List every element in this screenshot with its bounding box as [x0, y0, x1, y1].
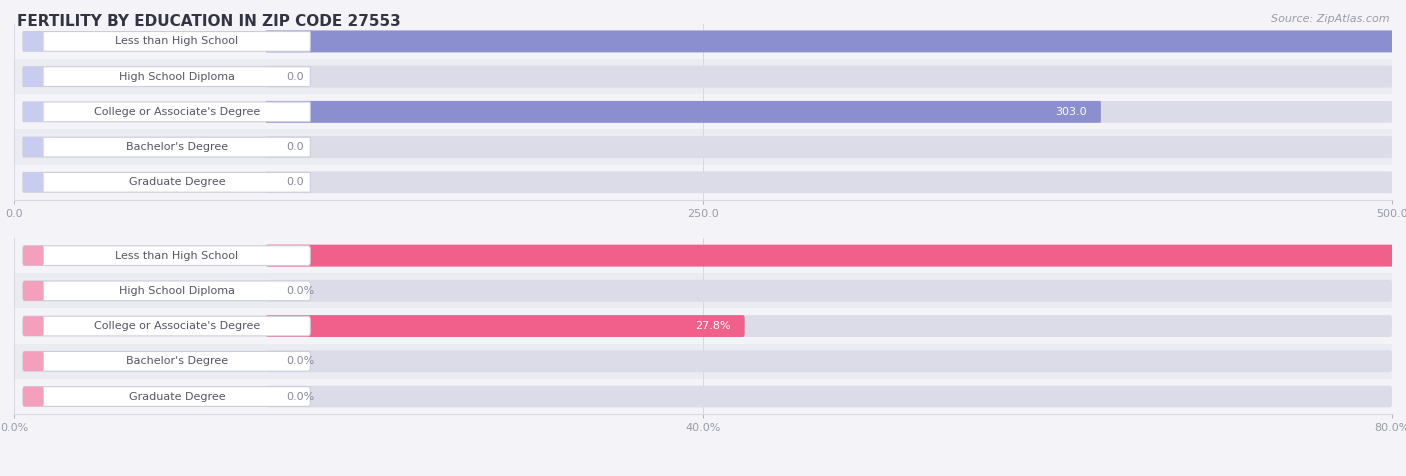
- Bar: [14, 238, 1392, 273]
- FancyBboxPatch shape: [22, 67, 44, 87]
- Bar: [14, 273, 1392, 308]
- FancyBboxPatch shape: [266, 30, 1392, 52]
- Text: FERTILITY BY EDUCATION IN ZIP CODE 27553: FERTILITY BY EDUCATION IN ZIP CODE 27553: [17, 14, 401, 30]
- Text: Less than High School: Less than High School: [115, 36, 239, 47]
- Text: 303.0: 303.0: [1056, 107, 1087, 117]
- Bar: [14, 308, 1392, 344]
- FancyBboxPatch shape: [266, 245, 1406, 267]
- FancyBboxPatch shape: [22, 316, 311, 336]
- FancyBboxPatch shape: [22, 281, 44, 301]
- Text: Bachelor's Degree: Bachelor's Degree: [127, 356, 228, 367]
- Bar: [14, 379, 1392, 414]
- Bar: [14, 344, 1392, 379]
- FancyBboxPatch shape: [266, 101, 1392, 123]
- Bar: [14, 24, 1392, 59]
- Text: 0.0%: 0.0%: [287, 356, 315, 367]
- FancyBboxPatch shape: [22, 351, 44, 371]
- Text: College or Associate's Degree: College or Associate's Degree: [94, 321, 260, 331]
- FancyBboxPatch shape: [22, 102, 44, 122]
- FancyBboxPatch shape: [22, 102, 311, 122]
- Text: 0.0: 0.0: [287, 71, 304, 82]
- FancyBboxPatch shape: [22, 67, 311, 87]
- Text: Less than High School: Less than High School: [115, 250, 239, 261]
- FancyBboxPatch shape: [22, 31, 44, 51]
- FancyBboxPatch shape: [266, 280, 1392, 302]
- FancyBboxPatch shape: [266, 171, 1392, 193]
- Text: Graduate Degree: Graduate Degree: [129, 391, 225, 402]
- Text: 27.8%: 27.8%: [696, 321, 731, 331]
- Text: Bachelor's Degree: Bachelor's Degree: [127, 142, 228, 152]
- FancyBboxPatch shape: [22, 137, 311, 157]
- Text: High School Diploma: High School Diploma: [120, 286, 235, 296]
- Text: 0.0: 0.0: [287, 142, 304, 152]
- FancyBboxPatch shape: [266, 386, 1392, 407]
- FancyBboxPatch shape: [22, 246, 311, 266]
- FancyBboxPatch shape: [22, 172, 311, 192]
- FancyBboxPatch shape: [266, 66, 1392, 88]
- Text: Graduate Degree: Graduate Degree: [129, 177, 225, 188]
- FancyBboxPatch shape: [266, 315, 1392, 337]
- FancyBboxPatch shape: [266, 315, 745, 337]
- FancyBboxPatch shape: [22, 172, 44, 192]
- Bar: [14, 129, 1392, 165]
- FancyBboxPatch shape: [266, 30, 1406, 52]
- FancyBboxPatch shape: [22, 281, 311, 301]
- FancyBboxPatch shape: [266, 245, 1392, 267]
- FancyBboxPatch shape: [22, 137, 44, 157]
- FancyBboxPatch shape: [266, 101, 1101, 123]
- FancyBboxPatch shape: [22, 351, 311, 371]
- FancyBboxPatch shape: [22, 246, 44, 266]
- Bar: [14, 59, 1392, 94]
- FancyBboxPatch shape: [22, 316, 44, 336]
- FancyBboxPatch shape: [22, 387, 311, 407]
- FancyBboxPatch shape: [266, 350, 1392, 372]
- FancyBboxPatch shape: [22, 387, 44, 407]
- Text: Source: ZipAtlas.com: Source: ZipAtlas.com: [1271, 14, 1389, 24]
- Text: High School Diploma: High School Diploma: [120, 71, 235, 82]
- Bar: [14, 165, 1392, 200]
- Text: 0.0%: 0.0%: [287, 286, 315, 296]
- FancyBboxPatch shape: [266, 136, 1392, 158]
- Text: 0.0: 0.0: [287, 177, 304, 188]
- FancyBboxPatch shape: [22, 31, 311, 51]
- Text: 0.0%: 0.0%: [287, 391, 315, 402]
- Text: College or Associate's Degree: College or Associate's Degree: [94, 107, 260, 117]
- Bar: [14, 94, 1392, 129]
